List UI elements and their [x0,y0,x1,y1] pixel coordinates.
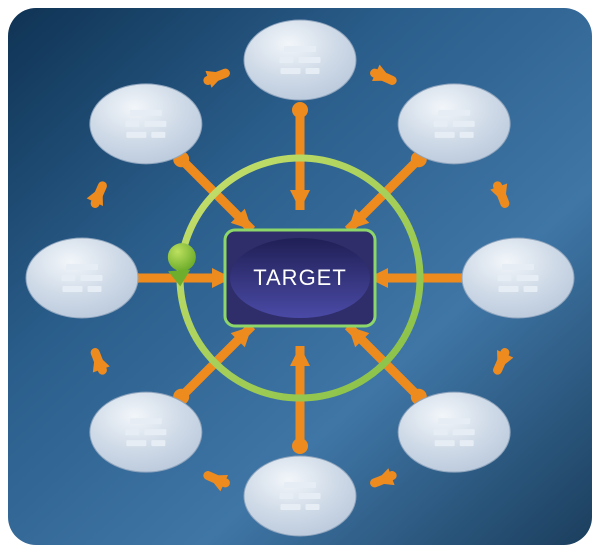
node-placeholder-bar [151,132,165,138]
node-placeholder-bar [517,275,539,281]
node-placeholder-bar [144,121,166,127]
node-placeholder-bar [306,504,320,510]
node-placeholder-bar [130,418,162,424]
node [398,392,510,472]
node-placeholder-bar [306,68,320,74]
node [90,84,202,164]
node-placeholder-bar [281,68,301,74]
node-placeholder-bar [438,418,470,424]
node-placeholder-bar [499,286,519,292]
node-placeholder-bar [435,440,455,446]
node-placeholder-bar [502,264,534,270]
node-placeholder-bar [453,429,475,435]
node [26,238,138,318]
node-placeholder-bar [438,110,470,116]
node-placeholder-bar [524,286,538,292]
node-placeholder-bar [498,275,512,281]
node-placeholder-bar [144,429,166,435]
diagram-svg [0,0,600,553]
node-placeholder-bar [88,286,102,292]
node-placeholder-bar [126,440,146,446]
node [90,392,202,472]
node-placeholder-bar [284,482,316,488]
inner-ring-start-dot [168,243,196,271]
node-placeholder-bar [62,275,76,281]
node-placeholder-bar [125,121,139,127]
diagram-stage: TARGET [0,0,600,553]
center-target-oval [230,238,370,318]
node [462,238,574,318]
node-placeholder-bar [151,440,165,446]
inward-arrow-dot [292,102,308,118]
node-placeholder-bar [284,46,316,52]
node [398,84,510,164]
node-placeholder-bar [460,440,474,446]
node-placeholder-bar [126,132,146,138]
inward-arrow-dot [292,438,308,454]
node-placeholder-bar [280,57,294,63]
node-placeholder-bar [280,493,294,499]
node-placeholder-bar [299,493,321,499]
node-placeholder-bar [435,132,455,138]
node-placeholder-bar [125,429,139,435]
node-placeholder-bar [130,110,162,116]
node [244,20,356,100]
node-placeholder-bar [434,121,448,127]
node-placeholder-bar [453,121,475,127]
node-placeholder-bar [66,264,98,270]
node-placeholder-bar [299,57,321,63]
node-placeholder-bar [460,132,474,138]
node-placeholder-bar [63,286,83,292]
node-placeholder-bar [434,429,448,435]
node [244,456,356,536]
node-placeholder-bar [281,504,301,510]
node-placeholder-bar [81,275,103,281]
